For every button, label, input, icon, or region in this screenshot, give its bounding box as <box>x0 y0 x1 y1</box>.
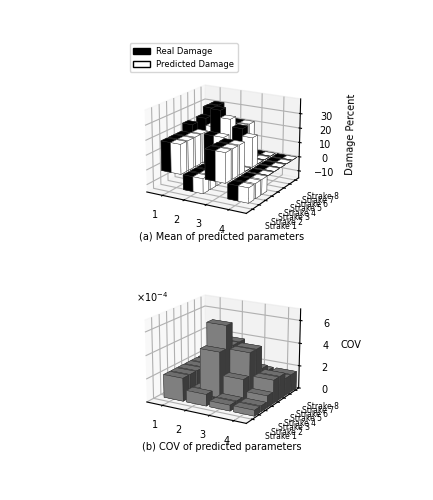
Text: $\times 10^{-4}$: $\times 10^{-4}$ <box>136 290 168 304</box>
Title: (a) Mean of predicted parameters: (a) Mean of predicted parameters <box>139 232 304 241</box>
Legend: Real Damage, Predicted Damage: Real Damage, Predicted Damage <box>130 43 238 72</box>
Title: (b) COV of predicted parameters: (b) COV of predicted parameters <box>142 442 302 452</box>
